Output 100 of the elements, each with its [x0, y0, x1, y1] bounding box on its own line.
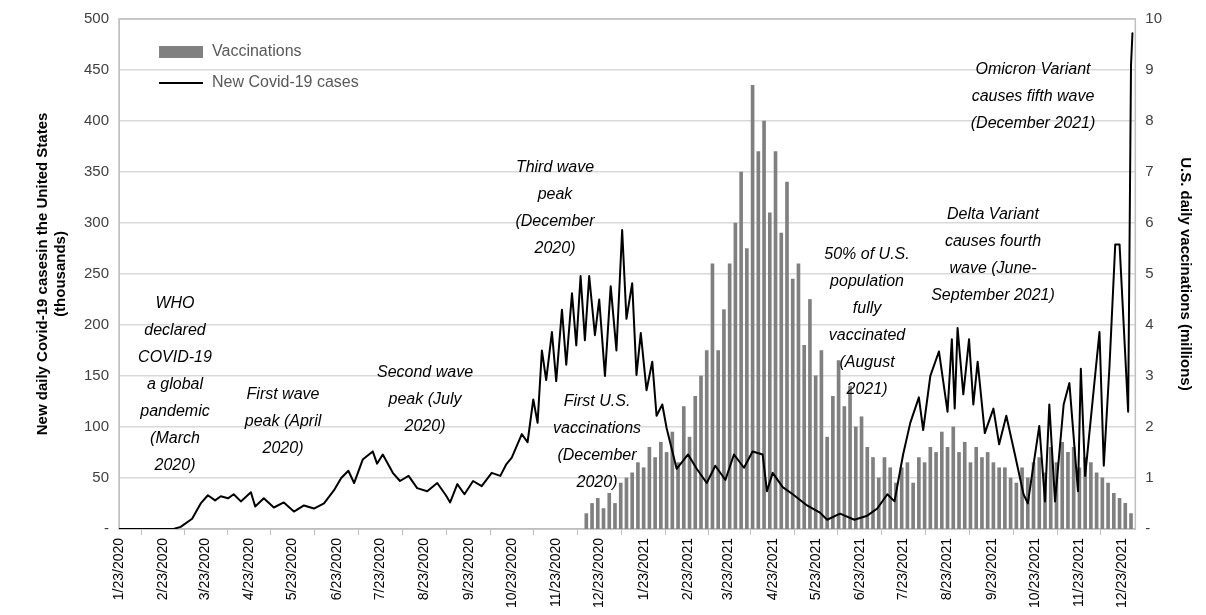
x-tick-label: 6/23/2020 [327, 537, 344, 601]
y2-tick-label: 10 [1145, 9, 1162, 27]
bar [802, 345, 807, 529]
x-tick-label: 3/23/2021 [719, 537, 736, 601]
y-tick-label: 100 [84, 417, 110, 435]
bar [785, 181, 789, 529]
bar [613, 503, 617, 529]
bar [997, 467, 1001, 529]
y2-tick-label: 5 [1145, 264, 1154, 282]
x-tick-label: 1/23/2020 [109, 537, 126, 601]
bar [618, 482, 623, 529]
bar [1003, 467, 1007, 529]
y-tick-label: 300 [84, 213, 110, 231]
x-tick-label: 2/23/2020 [154, 537, 171, 601]
bar [659, 441, 663, 529]
y-axis-title: New daily Covid-19 casesin the United States (thousands) [33, 112, 69, 436]
x-tick-label: 1/23/2021 [634, 537, 651, 601]
bar [951, 426, 956, 529]
bar [607, 492, 612, 529]
y2-tick-label: 1 [1145, 468, 1154, 486]
x-tick-label: 3/23/2020 [195, 537, 212, 601]
y2-tick-label: - [1145, 519, 1151, 537]
x-tick-label: 4/23/2020 [240, 537, 257, 601]
x-tick-label: 4/23/2021 [763, 537, 780, 601]
bar [716, 350, 721, 529]
bar [939, 431, 944, 529]
y2-tick-label: 4 [1145, 315, 1154, 333]
x-tick-label: 9/23/2020 [459, 537, 476, 601]
annotation: Delta Variant causes fourth wave (June-September 2021) [931, 204, 1055, 303]
legend-label: Vaccinations [212, 42, 302, 60]
bar [1037, 457, 1042, 529]
bar [808, 299, 812, 529]
x-tick-label: 12/23/2021 [1113, 537, 1130, 609]
bar [595, 498, 600, 529]
bar [957, 452, 961, 529]
bar [876, 477, 881, 529]
bar [1123, 503, 1128, 529]
bar [779, 232, 784, 529]
bar [865, 447, 870, 529]
y-tick-label: 350 [84, 162, 110, 180]
annotation: Second wave peak (July 2020) [376, 363, 474, 435]
x-tick-label: 9/23/2021 [982, 537, 999, 601]
x-tick-label: 11/23/2020 [547, 537, 564, 607]
bar [831, 396, 835, 529]
annotation: Omicron Variant causes fifth wave (December 2021) [970, 60, 1096, 132]
y2-tick-label: 2 [1145, 417, 1154, 435]
y-tick-label: 500 [84, 9, 110, 27]
bar [790, 278, 795, 529]
bar [825, 436, 829, 529]
bar [762, 120, 766, 529]
bar [962, 441, 967, 529]
bar [911, 482, 915, 529]
bar [871, 457, 875, 529]
bar [934, 452, 938, 529]
annotation: Third wave peak (December 2020) [515, 157, 596, 256]
bar [670, 431, 675, 529]
x-tick-label: 7/23/2020 [370, 537, 387, 601]
bar [739, 171, 743, 529]
y-tick-label: 150 [84, 366, 110, 384]
legend-label: New Covid-19 cases [212, 73, 359, 91]
bar [980, 457, 984, 529]
bar [1111, 492, 1116, 529]
y-tick-label: 250 [84, 264, 110, 282]
bar [888, 467, 893, 529]
x-tick-label: 11/23/2021 [1070, 537, 1087, 607]
y2-tick-label: 7 [1145, 162, 1154, 180]
y2-tick-label: 6 [1145, 213, 1154, 231]
y-tick-label: 400 [84, 111, 110, 129]
x-tick-label: 6/23/2021 [850, 537, 867, 601]
bar [853, 426, 858, 529]
bar [699, 375, 703, 529]
bar [985, 452, 990, 529]
x-tick-label: 8/23/2020 [415, 537, 432, 601]
bar [676, 462, 680, 529]
bar [1089, 462, 1093, 529]
bar [693, 396, 698, 529]
bar [1129, 513, 1133, 529]
x-tick-label: 8/23/2021 [938, 537, 955, 601]
bar [1066, 452, 1070, 529]
x-tick-label: 2/23/2021 [678, 537, 695, 601]
bar [653, 457, 657, 529]
x-tick-label: 10/23/2021 [1025, 537, 1042, 609]
bar [767, 212, 772, 529]
bar [704, 350, 709, 529]
x-tick-label: 5/23/2021 [806, 537, 823, 601]
y-tick-label: 200 [84, 315, 110, 333]
annotation: WHO declared COVID-19 a global pandemic (March 2020) [138, 294, 212, 474]
y2-tick-label: 3 [1145, 366, 1154, 384]
y2-tick-label: 8 [1145, 111, 1154, 129]
bar [584, 513, 589, 529]
bar [756, 151, 761, 529]
bar [630, 472, 635, 529]
bar [974, 447, 979, 529]
x-tick-label: 10/23/2020 [502, 537, 519, 609]
bar [1060, 441, 1065, 529]
x-tick-label: 12/23/2020 [590, 537, 607, 609]
x-tick-label: 5/23/2020 [283, 537, 300, 601]
x-tick-label: 7/23/2021 [893, 537, 910, 601]
annotation: First wave peak (April 2020) [243, 385, 322, 457]
y-tick-label: 50 [92, 468, 110, 486]
